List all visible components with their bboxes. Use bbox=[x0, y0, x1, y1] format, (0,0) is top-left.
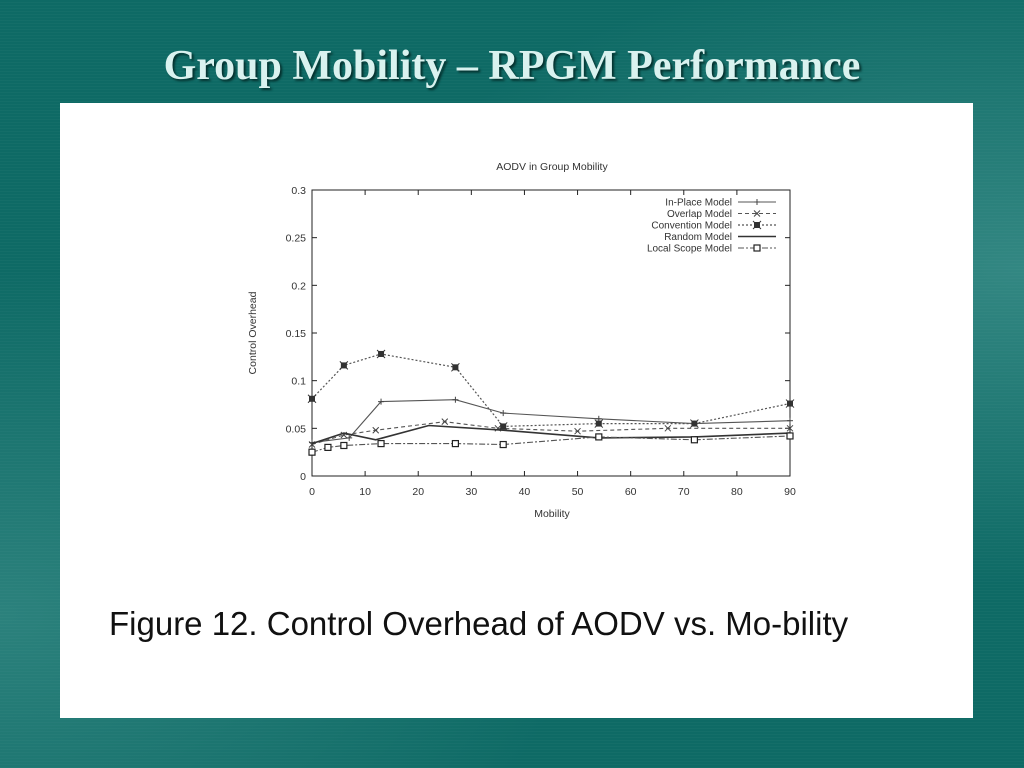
data-point bbox=[324, 443, 332, 451]
data-point bbox=[500, 410, 507, 417]
axis-ticks: 0 10 20 30 40 50 60 70 80 90 0 0.05 0.1 0.15 0.2 0.25 0.… bbox=[286, 185, 796, 498]
slide-title: Group Mobility – RPGM Performance bbox=[163, 43, 861, 89]
legend-entry-label: Random Model bbox=[664, 232, 732, 243]
y-tick-label: 0.05 bbox=[286, 423, 307, 435]
y-axis-label: Control Overhead bbox=[247, 291, 259, 374]
figure-caption: Figure 12. Control Overhead of AODV vs. … bbox=[109, 605, 849, 642]
data-point bbox=[377, 439, 385, 448]
legend-entry-marker bbox=[754, 199, 760, 205]
y-tick-label: 0.15 bbox=[286, 328, 307, 340]
data-point bbox=[690, 419, 699, 428]
series-line-3 bbox=[311, 424, 791, 445]
legend-entry-marker bbox=[753, 244, 761, 252]
legend-entry-label: Overlap Model bbox=[667, 209, 732, 220]
data-point bbox=[574, 427, 581, 435]
x-tick-label: 0 bbox=[309, 486, 315, 498]
data-point bbox=[786, 432, 794, 440]
legend-entry-label: In-Place Model bbox=[665, 198, 732, 209]
chart-title: AODV in Group Mobility bbox=[496, 161, 608, 173]
x-tick-label: 30 bbox=[465, 486, 477, 498]
y-tick-label: 0 bbox=[300, 471, 306, 483]
data-point bbox=[595, 433, 603, 441]
data-point bbox=[346, 434, 353, 441]
data-point bbox=[785, 399, 795, 408]
y-tick-label: 0.3 bbox=[291, 185, 306, 197]
legend-entry-label: Convention Model bbox=[651, 221, 732, 232]
y-tick-label: 0.2 bbox=[291, 280, 306, 292]
y-tick-label: 0.1 bbox=[291, 376, 306, 388]
legend-entry-label: Local Scope Model bbox=[647, 244, 732, 255]
series-line-0 bbox=[311, 399, 791, 444]
figure-panel: AODV in Group Mobility Mobility Control … bbox=[60, 103, 973, 718]
data-point bbox=[451, 362, 460, 372]
x-tick-label: 40 bbox=[519, 486, 531, 498]
data-point bbox=[690, 436, 699, 444]
data-point bbox=[307, 394, 317, 404]
chart: AODV in Group Mobility Mobility Control … bbox=[247, 161, 796, 520]
series-line-2 bbox=[311, 353, 791, 428]
y-tick-label: 0.25 bbox=[286, 233, 307, 245]
data-point bbox=[664, 424, 672, 432]
data-point bbox=[441, 418, 449, 426]
x-axis-label: Mobility bbox=[534, 508, 570, 520]
data-point bbox=[786, 424, 794, 432]
x-tick-label: 60 bbox=[625, 486, 637, 498]
data-point bbox=[787, 417, 793, 424]
data-point bbox=[451, 439, 459, 448]
x-tick-label: 80 bbox=[731, 486, 743, 498]
x-tick-label: 70 bbox=[678, 486, 690, 498]
data-point bbox=[339, 361, 349, 370]
data-point bbox=[340, 441, 348, 450]
data-point bbox=[308, 448, 316, 456]
data-point bbox=[376, 349, 386, 359]
series-lines bbox=[307, 349, 795, 456]
data-point bbox=[499, 440, 507, 449]
x-tick-label: 50 bbox=[572, 486, 584, 498]
legend-entry-marker bbox=[753, 210, 761, 217]
x-tick-label: 20 bbox=[412, 486, 424, 498]
data-point bbox=[378, 398, 385, 405]
x-tick-label: 10 bbox=[359, 486, 371, 498]
data-point bbox=[498, 422, 508, 431]
data-point bbox=[452, 396, 459, 403]
data-point bbox=[372, 426, 380, 434]
data-point bbox=[594, 419, 604, 428]
legend-entry-marker bbox=[752, 220, 762, 230]
x-tick-label: 90 bbox=[784, 486, 796, 498]
